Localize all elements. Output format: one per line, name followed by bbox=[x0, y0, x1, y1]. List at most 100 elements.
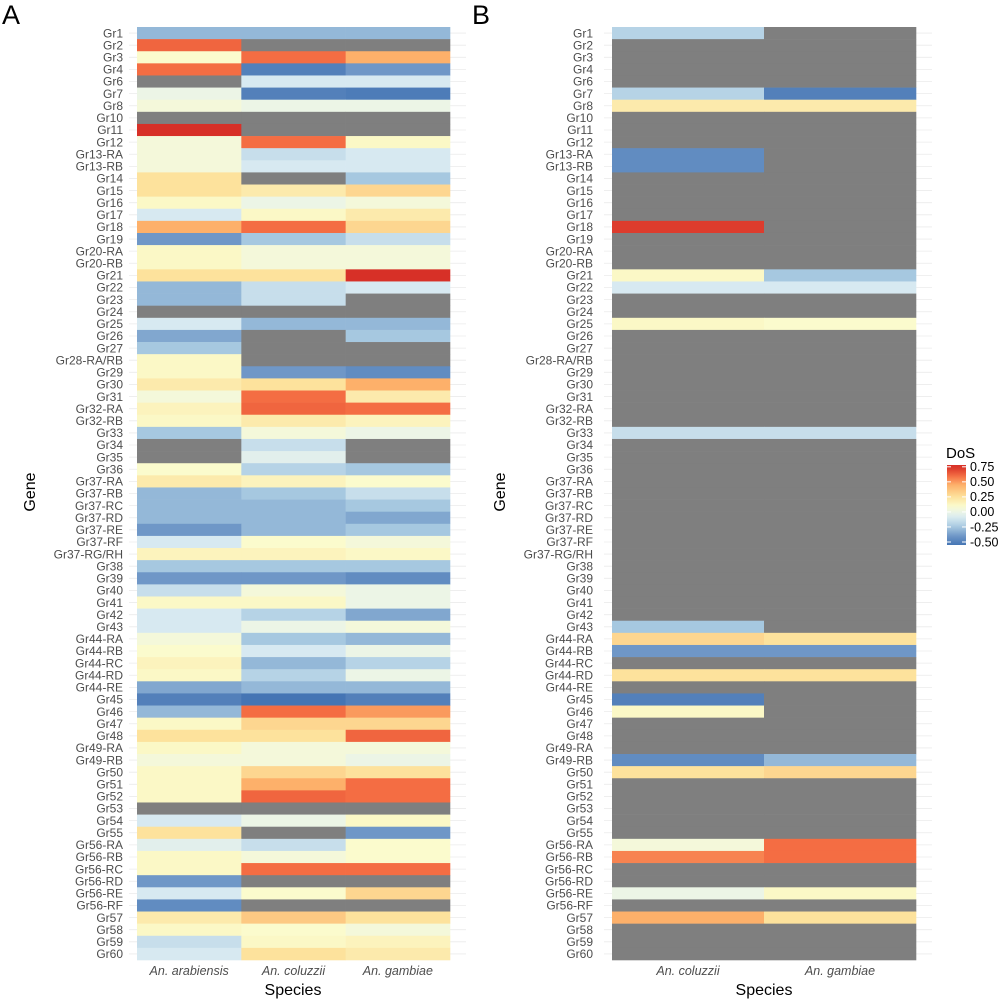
heatmap-cell: Gr7 / An. arabiensis: 0 bbox=[137, 87, 242, 100]
heatmap-cell: Gr14 / An. coluzzii: NA bbox=[241, 172, 346, 185]
heatmap-cell: Gr57 / An. coluzzii: 0.35 bbox=[241, 911, 346, 924]
heatmap-cell: Gr37-RA / An. gambiae: 0.1 bbox=[345, 475, 451, 488]
heatmap-cell: Gr56-RB / An. gambiae: 0.6 bbox=[764, 850, 917, 864]
heatmap-cell: Gr18 / An. gambiae: 0.3 bbox=[345, 220, 451, 234]
heatmap-cell: Gr25 / An. coluzzii: 0.12 bbox=[612, 317, 765, 331]
gene-tick-label: Gr44-RA bbox=[76, 632, 123, 646]
heatmap-cell: Gr1 / An. gambiae: -0.3 bbox=[345, 27, 451, 40]
heatmap-cell: Gr30 / An. coluzzii: 0.25 bbox=[241, 378, 346, 391]
gene-tick-label: Gr16 bbox=[566, 196, 593, 210]
gene-tick-label: Gr38 bbox=[96, 559, 123, 573]
heatmap-cell: Gr41 / An. arabiensis: 0.12 bbox=[137, 596, 242, 609]
heatmap-cell: Gr56-RF / An. coluzzii: NA bbox=[612, 899, 765, 912]
heatmap-cell: Gr30 / An. gambiae: NA bbox=[764, 378, 917, 391]
heatmap-cell: Gr43 / An. coluzzii: -0.25 bbox=[612, 620, 765, 634]
panel-b-species-ticks: An. coluzzii An. gambiae bbox=[655, 964, 875, 978]
gene-tick-label: Gr4 bbox=[103, 63, 123, 77]
legend-tick-label: 0.25 bbox=[970, 490, 994, 504]
gene-tick-label: Gr27 bbox=[566, 341, 593, 355]
gene-tick-label: Gr56-RA bbox=[546, 838, 593, 852]
heatmap-cell: Gr37-RD / An. gambiae: NA bbox=[764, 511, 917, 525]
gene-tick-label: Gr48 bbox=[566, 729, 593, 743]
heatmap-cell: Gr15 / An. coluzzii: 0.2 bbox=[241, 184, 346, 197]
heatmap-cell: Gr37-RA / An. coluzzii: NA bbox=[612, 475, 765, 488]
heatmap-cell: Gr1 / An. coluzzii: -0.3 bbox=[241, 27, 346, 40]
gene-tick-label: Gr2 bbox=[103, 38, 123, 52]
gene-tick-label: Gr58 bbox=[96, 923, 123, 937]
heatmap-cell: Gr37-RG/RH / An. coluzzii: 0.15 bbox=[241, 548, 346, 561]
heatmap-cell: Gr19 / An. coluzzii: -0.25 bbox=[241, 232, 346, 246]
heatmap-cell: Gr43 / An. gambiae: 0.05 bbox=[345, 620, 451, 634]
gene-tick-label: Gr37-RE bbox=[76, 523, 123, 537]
gene-tick-label: Gr37-RG/RH bbox=[54, 547, 123, 561]
panel-a-y-axis-title: Gene bbox=[22, 472, 39, 511]
heatmap-cell: Gr58 / An. coluzzii: 0.1 bbox=[241, 923, 346, 937]
legend-tick-label: 0.50 bbox=[970, 475, 994, 489]
heatmap-cell: Gr8 / An. coluzzii: 0 bbox=[241, 99, 346, 113]
heatmap-cell: Gr22 / An. gambiae: -0.1 bbox=[345, 281, 451, 294]
heatmap-cell: Gr44-RE / An. gambiae: -0.3 bbox=[345, 681, 451, 694]
gene-tick-label: Gr37-RD bbox=[75, 511, 123, 525]
heatmap-cell: Gr56-RC / An. arabiensis: 0.12 bbox=[137, 863, 242, 876]
gene-tick-label: Gr23 bbox=[566, 293, 593, 307]
heatmap-cell: Gr18 / An. coluzzii: 0.6 bbox=[241, 220, 346, 234]
gene-tick-label: Gr49-RB bbox=[76, 753, 123, 767]
gene-tick-label: Gr20-RB bbox=[76, 256, 123, 270]
gene-tick-label: Gr10 bbox=[566, 111, 593, 125]
heatmap-cell: Gr22 / An. gambiae: -0.1 bbox=[764, 281, 917, 294]
heatmap-cell: Gr31 / An. coluzzii: 0.6 bbox=[241, 390, 346, 403]
heatmap-cell: Gr11 / An. coluzzii: NA bbox=[612, 123, 765, 137]
heatmap-cell: Gr18 / An. gambiae: NA bbox=[764, 220, 917, 234]
heatmap-cell: Gr12 / An. coluzzii: NA bbox=[612, 136, 765, 149]
heatmap-cell: Gr47 / An. gambiae: NA bbox=[764, 717, 917, 731]
heatmap-cell: Gr11 / An. gambiae: NA bbox=[764, 123, 917, 137]
gene-tick-label: Gr6 bbox=[103, 75, 123, 89]
gene-tick-label: Gr59 bbox=[96, 935, 123, 949]
gene-tick-label: Gr15 bbox=[96, 184, 123, 198]
heatmap-cell: Gr31 / An. coluzzii: NA bbox=[612, 390, 765, 403]
gene-tick-label: Gr54 bbox=[566, 814, 593, 828]
heatmap-cell: Gr7 / An. coluzzii: -0.2 bbox=[612, 87, 765, 100]
heatmap-cell: Gr56-RC / An. gambiae: NA bbox=[764, 863, 917, 876]
gene-tick-label: Gr56-RE bbox=[76, 887, 123, 901]
heatmap-cell: Gr4 / An. coluzzii: -0.5 bbox=[241, 63, 346, 76]
heatmap-cell: Gr44-RB / An. coluzzii: -0.1 bbox=[241, 644, 346, 658]
heatmap-cell: Gr33 / An. coluzzii: 0.05 bbox=[241, 426, 346, 440]
heatmap-cell: Gr23 / An. arabiensis: -0.3 bbox=[137, 293, 242, 306]
heatmap-cell: Gr36 / An. coluzzii: NA bbox=[612, 463, 765, 476]
heatmap-cell: Gr13-RB / An. coluzzii: -0.45 bbox=[612, 160, 765, 173]
heatmap-cell: Gr49-RA / An. gambiae: 0.05 bbox=[345, 741, 451, 755]
gene-tick-label: Gr32-RB bbox=[76, 414, 123, 428]
heatmap-cell: Gr37-RE / An. arabiensis: -0.4 bbox=[137, 523, 242, 537]
gene-tick-label: Gr31 bbox=[566, 390, 593, 404]
heatmap-cell: Gr56-RA / An. arabiensis: -0.05 bbox=[137, 838, 242, 852]
heatmap-cell: Gr41 / An. coluzzii: 0.12 bbox=[241, 596, 346, 609]
heatmap-cell: Gr49-RB / An. coluzzii: -0.45 bbox=[612, 754, 765, 767]
heatmap-cell: Gr15 / An. coluzzii: NA bbox=[612, 184, 765, 197]
heatmap-cell: Gr6 / An. coluzzii: NA bbox=[612, 75, 765, 88]
heatmap-cell: Gr33 / An. arabiensis: -0.25 bbox=[137, 426, 242, 440]
heatmap-cell: Gr44-RB / An. coluzzii: -0.4 bbox=[612, 644, 765, 658]
species-tick-label: An. gambiae bbox=[804, 964, 875, 978]
heatmap-cell: Gr37-RD / An. arabiensis: -0.3 bbox=[137, 511, 242, 525]
heatmap-cell: Gr13-RA / An. arabiensis: 0.05 bbox=[137, 148, 242, 161]
heatmap-cell: Gr48 / An. gambiae: 0.62 bbox=[345, 729, 451, 743]
heatmap-cell: Gr56-RE / An. coluzzii: 0.1 bbox=[241, 887, 346, 900]
heatmap-cell: Gr29 / An. coluzzii: -0.4 bbox=[241, 366, 346, 379]
heatmap-cell: Gr4 / An. gambiae: NA bbox=[764, 63, 917, 76]
heatmap-cell: Gr37-RB / An. gambiae: -0.15 bbox=[345, 487, 451, 500]
heatmap-cell: Gr37-RE / An. coluzzii: NA bbox=[612, 523, 765, 537]
panel-a-x-axis-title: Species bbox=[265, 982, 322, 999]
heatmap-cell: Gr16 / An. coluzzii: 0 bbox=[241, 196, 346, 210]
gene-tick-label: Gr43 bbox=[96, 620, 123, 634]
heatmap-cell: Gr49-RB / An. arabiensis: 0.05 bbox=[137, 754, 242, 767]
heatmap-cell: Gr55 / An. gambiae: NA bbox=[764, 826, 917, 840]
heatmap-cell: Gr37-RE / An. coluzzii: -0.3 bbox=[241, 523, 346, 537]
heatmap-cell: Gr59 / An. gambiae: NA bbox=[764, 935, 917, 949]
heatmap-cell: Gr7 / An. coluzzii: -0.5 bbox=[241, 87, 346, 100]
gene-tick-label: Gr24 bbox=[566, 305, 593, 319]
heatmap-cell: Gr44-RE / An. coluzzii: -0.3 bbox=[241, 681, 346, 694]
heatmap-cell: Gr48 / An. coluzzii: NA bbox=[612, 729, 765, 743]
heatmap-cell: Gr56-RD / An. coluzzii: NA bbox=[612, 875, 765, 888]
